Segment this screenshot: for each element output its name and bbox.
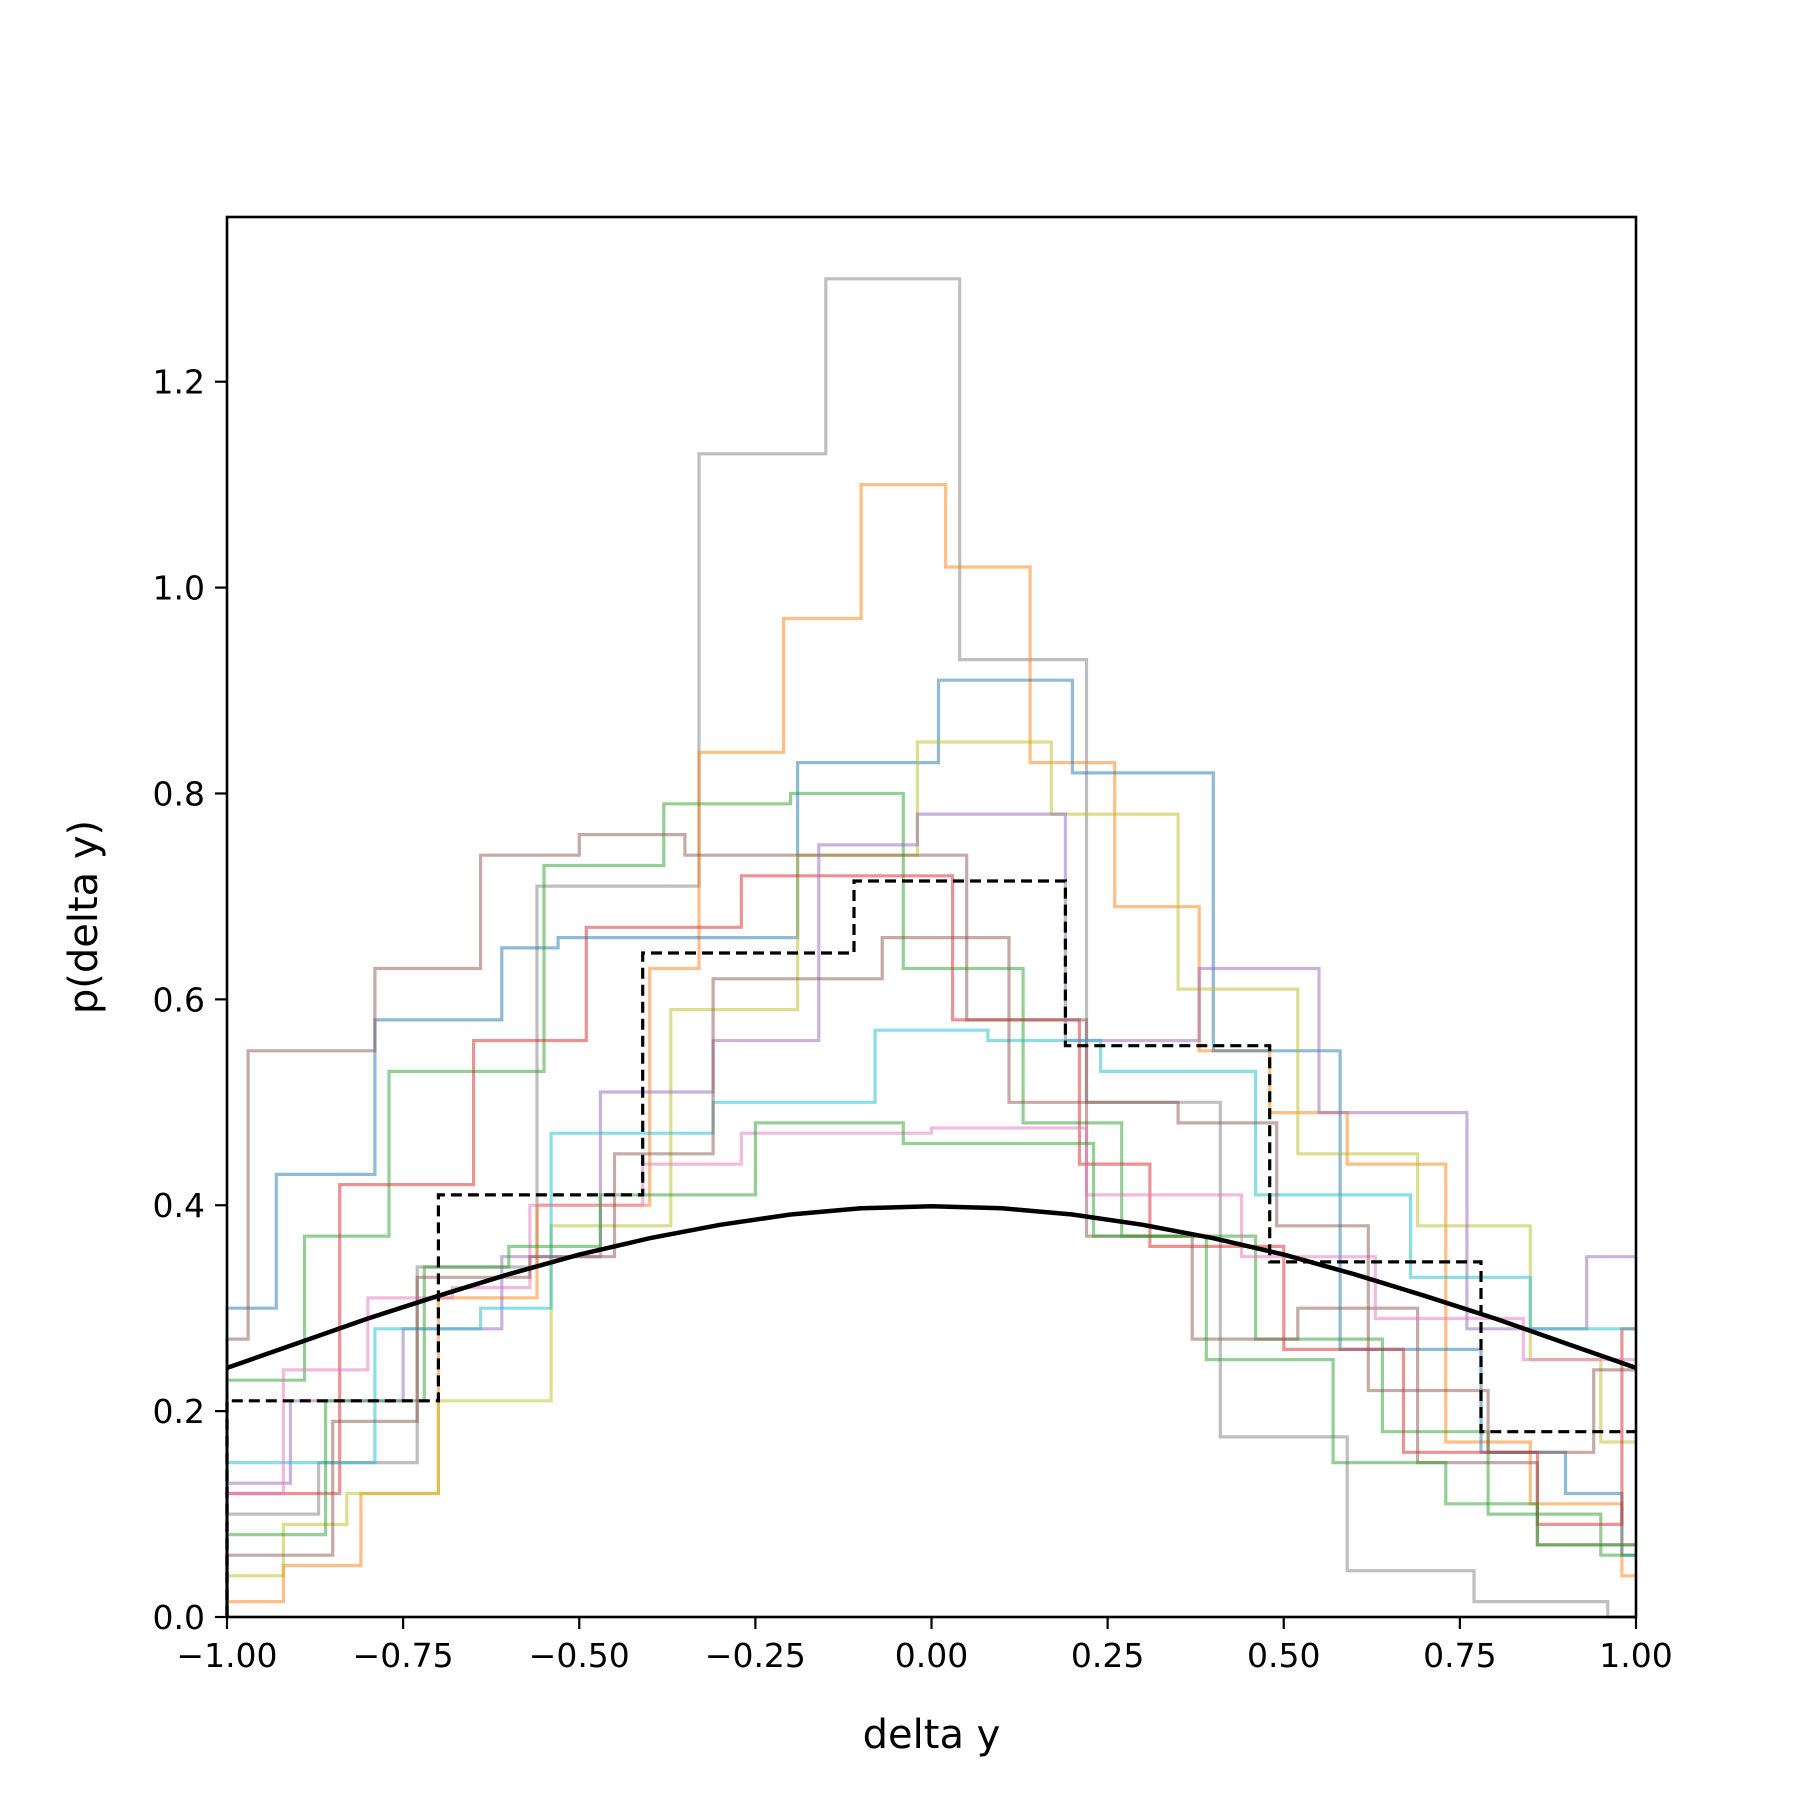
x-axis-ticks: −1.00 −0.75 −0.50 −0.25 0.00 0.25 0.50 0.75 1.00: [176, 1617, 1673, 1675]
x-tick-label: −0.75: [353, 1636, 454, 1675]
histogram-series-5: [225, 791, 1636, 1617]
y-tick-label: 1.2: [153, 363, 205, 402]
series-layer: [225, 277, 1636, 1619]
reference-histogram-layer: [225, 879, 1636, 1617]
y-axis-ticks: 0.0 0.2 0.4 0.6 0.8 1.0 1.2: [153, 363, 227, 1637]
histogram-series-7: [225, 833, 1636, 1617]
histogram-series-8: [225, 812, 1636, 1617]
histogram-series-1: [225, 277, 1636, 1619]
y-tick-label: 0.6: [153, 980, 205, 1019]
reference-histogram: [225, 879, 1636, 1617]
x-axis-label: delta y: [863, 1712, 1001, 1758]
x-tick-label: 0.50: [1247, 1636, 1320, 1675]
x-tick-label: 0.75: [1423, 1636, 1496, 1675]
x-tick-label: −0.50: [529, 1636, 630, 1675]
y-tick-label: 0.4: [153, 1186, 205, 1225]
x-tick-label: 0.00: [895, 1636, 968, 1675]
y-tick-label: 0.2: [153, 1392, 205, 1431]
histogram-series-12: [225, 936, 1636, 1617]
y-tick-label: 0.0: [153, 1598, 205, 1637]
x-tick-label: 0.25: [1071, 1636, 1144, 1675]
reference-curve: [226, 1204, 1637, 1371]
y-tick-label: 1.0: [153, 569, 205, 608]
reference-curve-layer: [226, 1204, 1637, 1371]
y-tick-label: 0.8: [153, 774, 205, 813]
histogram-series-4: [225, 740, 1636, 1617]
histogram-series-10: [225, 1126, 1636, 1617]
x-tick-label: −0.25: [705, 1636, 806, 1675]
histogram-series-9: [225, 1028, 1636, 1617]
x-tick-label: −1.00: [176, 1636, 277, 1675]
y-axis-label: p(delta y): [61, 820, 107, 1014]
x-tick-label: 1.00: [1599, 1636, 1672, 1675]
